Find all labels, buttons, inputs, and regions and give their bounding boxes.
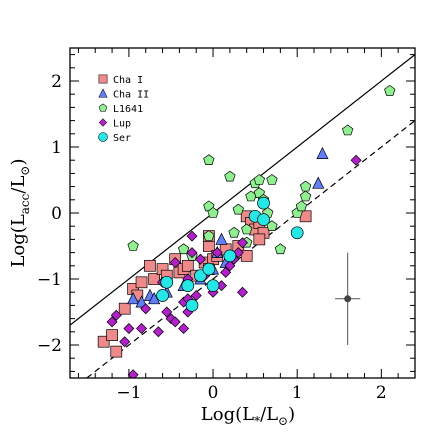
point-cha-i [97, 335, 110, 348]
point-cha-ii [312, 176, 325, 189]
point-cha-i [148, 273, 160, 285]
point-lup [350, 154, 362, 166]
legend-marker-ser [98, 132, 108, 142]
point-ser [257, 213, 270, 226]
x-axis-title: Log(L*/L⊙) [201, 404, 295, 428]
point-cha-i [106, 329, 118, 341]
point-l1641 [274, 243, 287, 255]
point-cha-i [118, 302, 131, 315]
point-l1641 [295, 200, 308, 212]
legend-label-l1641: L1641 [113, 104, 143, 115]
point-l1641 [203, 230, 215, 241]
point-cha-ii [127, 292, 140, 305]
point-lup [169, 257, 181, 268]
point-ser [257, 196, 270, 210]
x-tick-label: 1 [292, 383, 303, 403]
point-ser [290, 226, 304, 240]
point-l1641 [228, 226, 240, 238]
point-lup [119, 336, 131, 348]
point-ser [206, 279, 220, 292]
y-tick-label: −2 [37, 336, 62, 356]
point-lup [224, 260, 236, 272]
legend-marker-l1641 [98, 103, 108, 112]
point-ser [160, 275, 174, 289]
legend-marker-cha-ii [98, 88, 108, 98]
point-l1641 [299, 190, 312, 202]
point-cha-i [144, 259, 156, 272]
point-cha-i [135, 276, 148, 289]
point-lup [190, 290, 202, 301]
point-ser [181, 279, 195, 292]
point-l1641 [241, 223, 253, 235]
point-l1641 [253, 174, 265, 185]
point-cha-ii [215, 232, 228, 245]
legend-marker-lup [98, 118, 108, 127]
point-lup [169, 316, 181, 328]
point-l1641 [266, 174, 278, 185]
y-tick-label: 2 [51, 72, 62, 92]
point-l1641 [342, 124, 354, 136]
point-l1641 [127, 240, 139, 251]
point-lup [237, 237, 248, 249]
point-l1641 [203, 154, 215, 165]
point-cha-i [202, 240, 215, 252]
point-lup [161, 306, 173, 318]
x-tick-label: 2 [376, 383, 387, 403]
legend-marker-cha-i [98, 74, 108, 84]
legend-label-cha-i: Cha I [113, 75, 143, 86]
point-lup [220, 266, 232, 278]
point-ser [202, 262, 216, 276]
point-l1641 [177, 243, 190, 255]
y-tick-label: 1 [51, 138, 62, 158]
point-lup [106, 316, 118, 328]
point-cha-ii [135, 295, 148, 308]
solid-relation-line [70, 54, 415, 326]
point-l1641 [232, 203, 244, 215]
legend-label-cha-ii: Cha II [113, 90, 149, 101]
point-cha-ii [316, 146, 329, 159]
point-lup [194, 253, 206, 265]
point-cha-i [110, 345, 123, 358]
point-cha-i [253, 233, 266, 246]
x-tick-label: −1 [116, 383, 141, 403]
y-axis-title: Log(Lacc/L⊙) [8, 158, 32, 267]
point-lup [178, 323, 190, 334]
point-lup [237, 286, 248, 298]
legend-label-lup: Lup [113, 119, 131, 130]
point-lup [136, 323, 148, 334]
point-lup [140, 303, 152, 315]
point-ser [194, 269, 207, 283]
x-tick-label: 0 [208, 383, 219, 403]
point-cha-i [181, 259, 194, 272]
legend-label-ser: Ser [113, 133, 131, 144]
point-ser [156, 289, 169, 302]
error-bar-point [344, 295, 352, 303]
point-l1641 [299, 180, 312, 192]
point-lup [127, 369, 139, 378]
point-ser [223, 249, 237, 263]
point-ser [185, 299, 199, 312]
point-lup [110, 309, 122, 321]
y-tick-label: −1 [37, 270, 62, 290]
point-l1641 [224, 170, 236, 182]
point-lup [186, 230, 198, 242]
point-lup [123, 323, 135, 334]
point-lup [211, 247, 223, 259]
point-l1641 [207, 207, 219, 218]
point-lup [186, 247, 198, 259]
point-cha-i [240, 250, 253, 262]
legend: Cha I Cha II L1641 Lup Ser [98, 74, 149, 144]
point-l1641 [384, 84, 396, 96]
y-tick-label: 0 [51, 204, 62, 224]
point-lup [152, 326, 164, 338]
